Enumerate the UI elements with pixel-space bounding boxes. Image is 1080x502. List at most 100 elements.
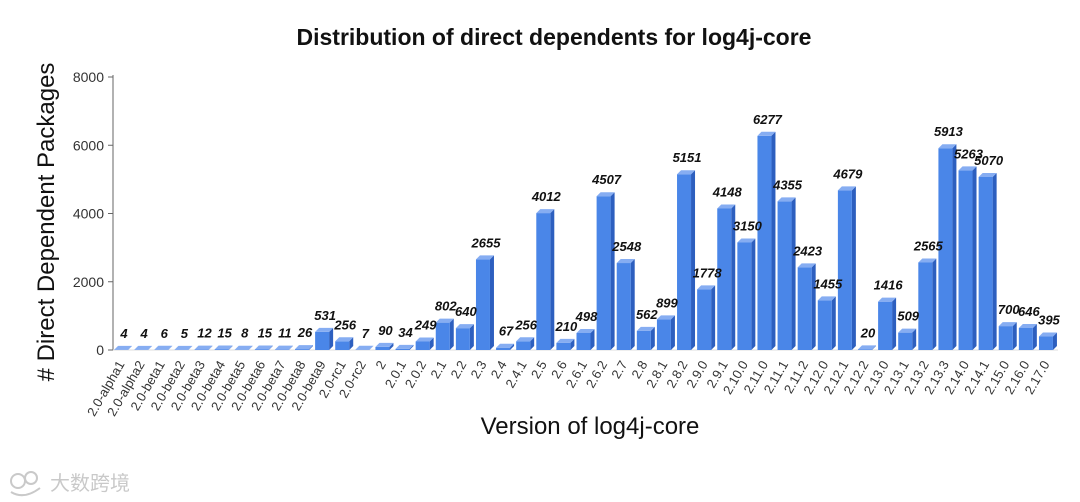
bar-side bbox=[349, 337, 354, 350]
bar-2.3 bbox=[475, 255, 494, 350]
bar-top bbox=[938, 144, 957, 149]
bar-side bbox=[871, 345, 876, 350]
bar-front bbox=[697, 289, 712, 350]
bar-2.0-rc1 bbox=[335, 337, 354, 350]
bar-2.0-beta6 bbox=[254, 345, 273, 350]
bar-2.0-beta9 bbox=[315, 327, 334, 350]
data-label: 4148 bbox=[712, 184, 743, 199]
bar-top bbox=[375, 342, 394, 347]
bar-side bbox=[188, 345, 193, 350]
bar-2.6 bbox=[556, 338, 575, 350]
bar-top bbox=[134, 345, 153, 350]
bar-top bbox=[1038, 332, 1057, 337]
bar-2.0-beta8 bbox=[295, 345, 314, 350]
bar-side bbox=[329, 327, 334, 350]
y-tick-label: 0 bbox=[96, 342, 104, 358]
bar-2.0-rc2 bbox=[355, 345, 374, 350]
bar-front bbox=[335, 341, 350, 350]
bar-side bbox=[791, 197, 796, 350]
bar-side bbox=[691, 170, 696, 350]
bar-top bbox=[677, 170, 696, 175]
data-label: 2423 bbox=[792, 243, 823, 258]
bar-top bbox=[355, 345, 374, 350]
bar-front bbox=[475, 259, 490, 350]
bar-top bbox=[576, 329, 595, 334]
data-label: 646 bbox=[1018, 304, 1040, 319]
bar-2.13.3 bbox=[938, 144, 957, 350]
bar-top bbox=[415, 337, 434, 342]
data-label: 1416 bbox=[874, 278, 904, 293]
bar-side bbox=[369, 345, 374, 350]
bar-top bbox=[254, 345, 273, 350]
bar-2.8.2 bbox=[677, 170, 696, 350]
data-label: 562 bbox=[636, 307, 658, 322]
bar-top bbox=[295, 345, 314, 350]
bar-front bbox=[1018, 327, 1033, 350]
bar-2.14.1 bbox=[978, 172, 997, 350]
bar-2.1 bbox=[435, 318, 454, 350]
bar-side bbox=[670, 315, 675, 350]
bar-top bbox=[274, 345, 293, 350]
bar-top bbox=[636, 326, 655, 331]
data-label: 2565 bbox=[913, 238, 944, 253]
bar-front bbox=[777, 201, 792, 350]
bar-front bbox=[315, 331, 330, 350]
bar-side bbox=[510, 343, 515, 350]
bar-side bbox=[992, 172, 997, 350]
bar-front bbox=[536, 213, 551, 350]
bar-top bbox=[214, 345, 233, 350]
bar-side bbox=[429, 337, 434, 350]
bar-front bbox=[375, 346, 390, 350]
bar-front bbox=[455, 328, 470, 350]
bar-top bbox=[837, 186, 856, 191]
bar-top bbox=[998, 322, 1017, 327]
bar-top bbox=[194, 345, 213, 350]
y-axis-title: # Direct Dependent Packages bbox=[33, 63, 60, 382]
bar-side bbox=[912, 328, 917, 350]
bar-side bbox=[610, 192, 615, 350]
bar-side bbox=[711, 285, 716, 350]
data-label: 640 bbox=[455, 304, 477, 319]
bar-front bbox=[938, 148, 953, 350]
bar-2.4.1 bbox=[516, 337, 535, 350]
bar-side bbox=[248, 345, 253, 350]
bar-side bbox=[590, 329, 595, 350]
bar-top bbox=[1018, 323, 1037, 328]
bar-2.9.0 bbox=[697, 285, 716, 350]
data-label: 249 bbox=[414, 318, 437, 333]
bar-top bbox=[395, 344, 414, 349]
data-label: 5913 bbox=[934, 124, 964, 139]
y-tick-label: 8000 bbox=[73, 69, 104, 85]
bar-side bbox=[550, 209, 555, 350]
bar-top bbox=[777, 197, 796, 202]
bar-top bbox=[918, 258, 937, 263]
bar-side bbox=[489, 255, 494, 350]
data-label: 6277 bbox=[753, 112, 783, 127]
data-label: 4012 bbox=[531, 189, 562, 204]
bar-front bbox=[857, 349, 872, 350]
bar-front bbox=[1038, 336, 1053, 350]
bar-2.11.1 bbox=[777, 197, 796, 350]
bar-2 bbox=[375, 342, 394, 350]
data-label: 700 bbox=[998, 302, 1020, 317]
bar-side bbox=[1052, 332, 1057, 350]
y-tick-label: 4000 bbox=[73, 206, 104, 222]
bar-front bbox=[998, 326, 1013, 350]
bar-side bbox=[892, 297, 897, 350]
bar-top bbox=[656, 315, 675, 320]
bar-side bbox=[288, 345, 293, 350]
data-label: 5263 bbox=[954, 146, 984, 161]
bar-2.6.1 bbox=[576, 329, 595, 350]
bar-top bbox=[898, 328, 917, 333]
bar-2.8 bbox=[636, 326, 655, 350]
bar-2.16.0 bbox=[1018, 323, 1037, 350]
bar-top bbox=[556, 338, 575, 343]
data-label: 4507 bbox=[591, 172, 622, 187]
data-label: 67 bbox=[499, 324, 514, 339]
bar-top bbox=[154, 345, 173, 350]
bar-side bbox=[530, 337, 535, 350]
bar-top bbox=[596, 192, 615, 197]
bar-2.10.0 bbox=[737, 238, 756, 350]
data-label: 210 bbox=[555, 319, 578, 334]
